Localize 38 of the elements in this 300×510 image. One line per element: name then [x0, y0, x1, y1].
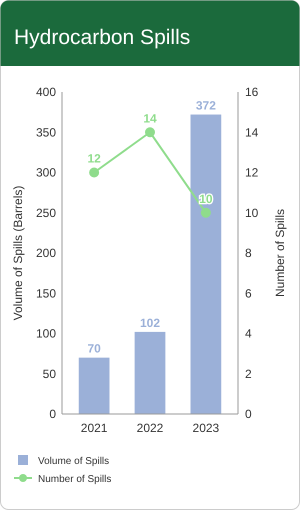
y2-tick-label: 14 — [245, 125, 259, 140]
chart-title: Hydrocarbon Spills — [14, 26, 190, 49]
y-tick-label: 0 — [49, 407, 56, 421]
y-tick-label: 350 — [36, 125, 56, 140]
data-label: 372 — [196, 98, 216, 113]
y2-tick-label: 2 — [245, 366, 252, 381]
data-label: 10 — [199, 192, 213, 206]
y2-axis-title: Number of Spills — [273, 208, 287, 298]
x-tick-label: 2021 — [80, 421, 108, 435]
y2-tick-label: 4 — [245, 326, 252, 340]
x-tick-label: 2022 — [136, 421, 164, 435]
y-tick-label: 400 — [36, 85, 56, 99]
y2-tick-label: 10 — [245, 206, 259, 220]
y2-tick-label: 0 — [245, 407, 252, 421]
y-axis-title: Volume of Spills (Barrels) — [11, 186, 25, 320]
legend-label: Number of Spills — [38, 474, 112, 485]
y2-tick-label: 12 — [245, 166, 259, 180]
data-label: 14 — [143, 111, 157, 126]
y2-tick-label: 16 — [245, 85, 259, 99]
x-tick-label: 2023 — [192, 421, 220, 435]
data-label: 12 — [87, 152, 102, 166]
y-tick-label: 100 — [36, 326, 56, 340]
bar — [78, 358, 110, 414]
y-tick-label: 200 — [36, 246, 56, 260]
bar — [190, 114, 222, 414]
y2-tick-label: 6 — [245, 286, 252, 300]
y-tick-label: 50 — [42, 366, 56, 381]
y-tick-label: 150 — [36, 286, 56, 300]
data-label: 102 — [140, 316, 160, 330]
bar — [134, 332, 166, 414]
point — [145, 127, 155, 138]
data-label: 70 — [87, 342, 102, 356]
y-tick-label: 300 — [36, 166, 56, 180]
y2-tick-label: 8 — [245, 246, 252, 260]
y-tick-label: 250 — [36, 206, 56, 220]
point — [89, 168, 100, 178]
legend-label: Volume of Spills — [38, 456, 110, 467]
point — [200, 208, 211, 218]
